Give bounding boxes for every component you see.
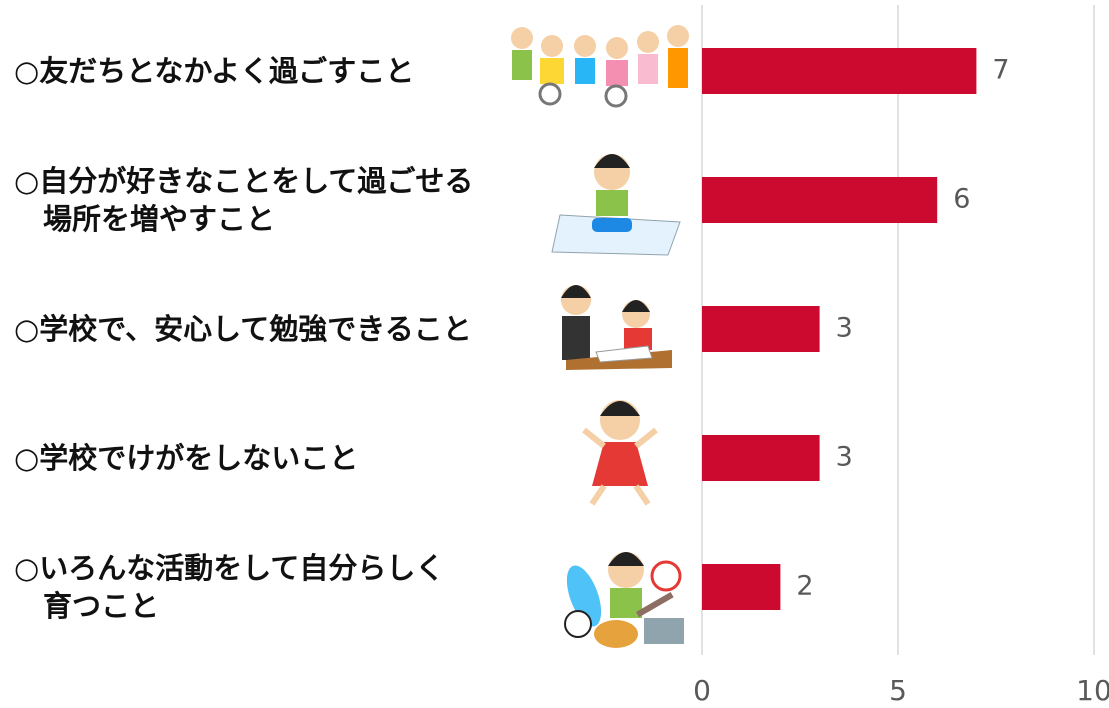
category-label: ○学校でけがをしないこと — [14, 441, 359, 475]
value-label: 7 — [992, 55, 1009, 86]
category-label: ○友だちとなかよく過ごすこと — [14, 54, 415, 88]
x-tick-label: 10 — [1076, 674, 1109, 707]
bar — [702, 48, 977, 94]
value-label: 2 — [796, 571, 813, 602]
category-label: ○学校で、安心して勉強できること — [14, 312, 472, 346]
value-label: 3 — [836, 442, 853, 473]
bar — [702, 177, 938, 223]
category-label: ○自分が好きなことをして過ごせる 場所を増やすこと — [14, 164, 474, 236]
bar — [702, 564, 781, 610]
category-label: ○いろんな活動をして自分らしく 育つこと — [14, 551, 445, 623]
illustration-study — [561, 285, 672, 370]
bar — [702, 306, 820, 352]
illustrations — [511, 25, 689, 648]
value-label: 3 — [836, 313, 853, 344]
value-label: 6 — [953, 184, 970, 215]
bar — [702, 435, 820, 481]
x-tick-label: 5 — [889, 674, 907, 707]
illustration-friends — [511, 25, 689, 108]
illustration-activities — [564, 552, 684, 648]
x-tick-label: 0 — [693, 674, 711, 707]
illustration-play — [551, 154, 681, 256]
illustration-safe — [582, 400, 658, 506]
